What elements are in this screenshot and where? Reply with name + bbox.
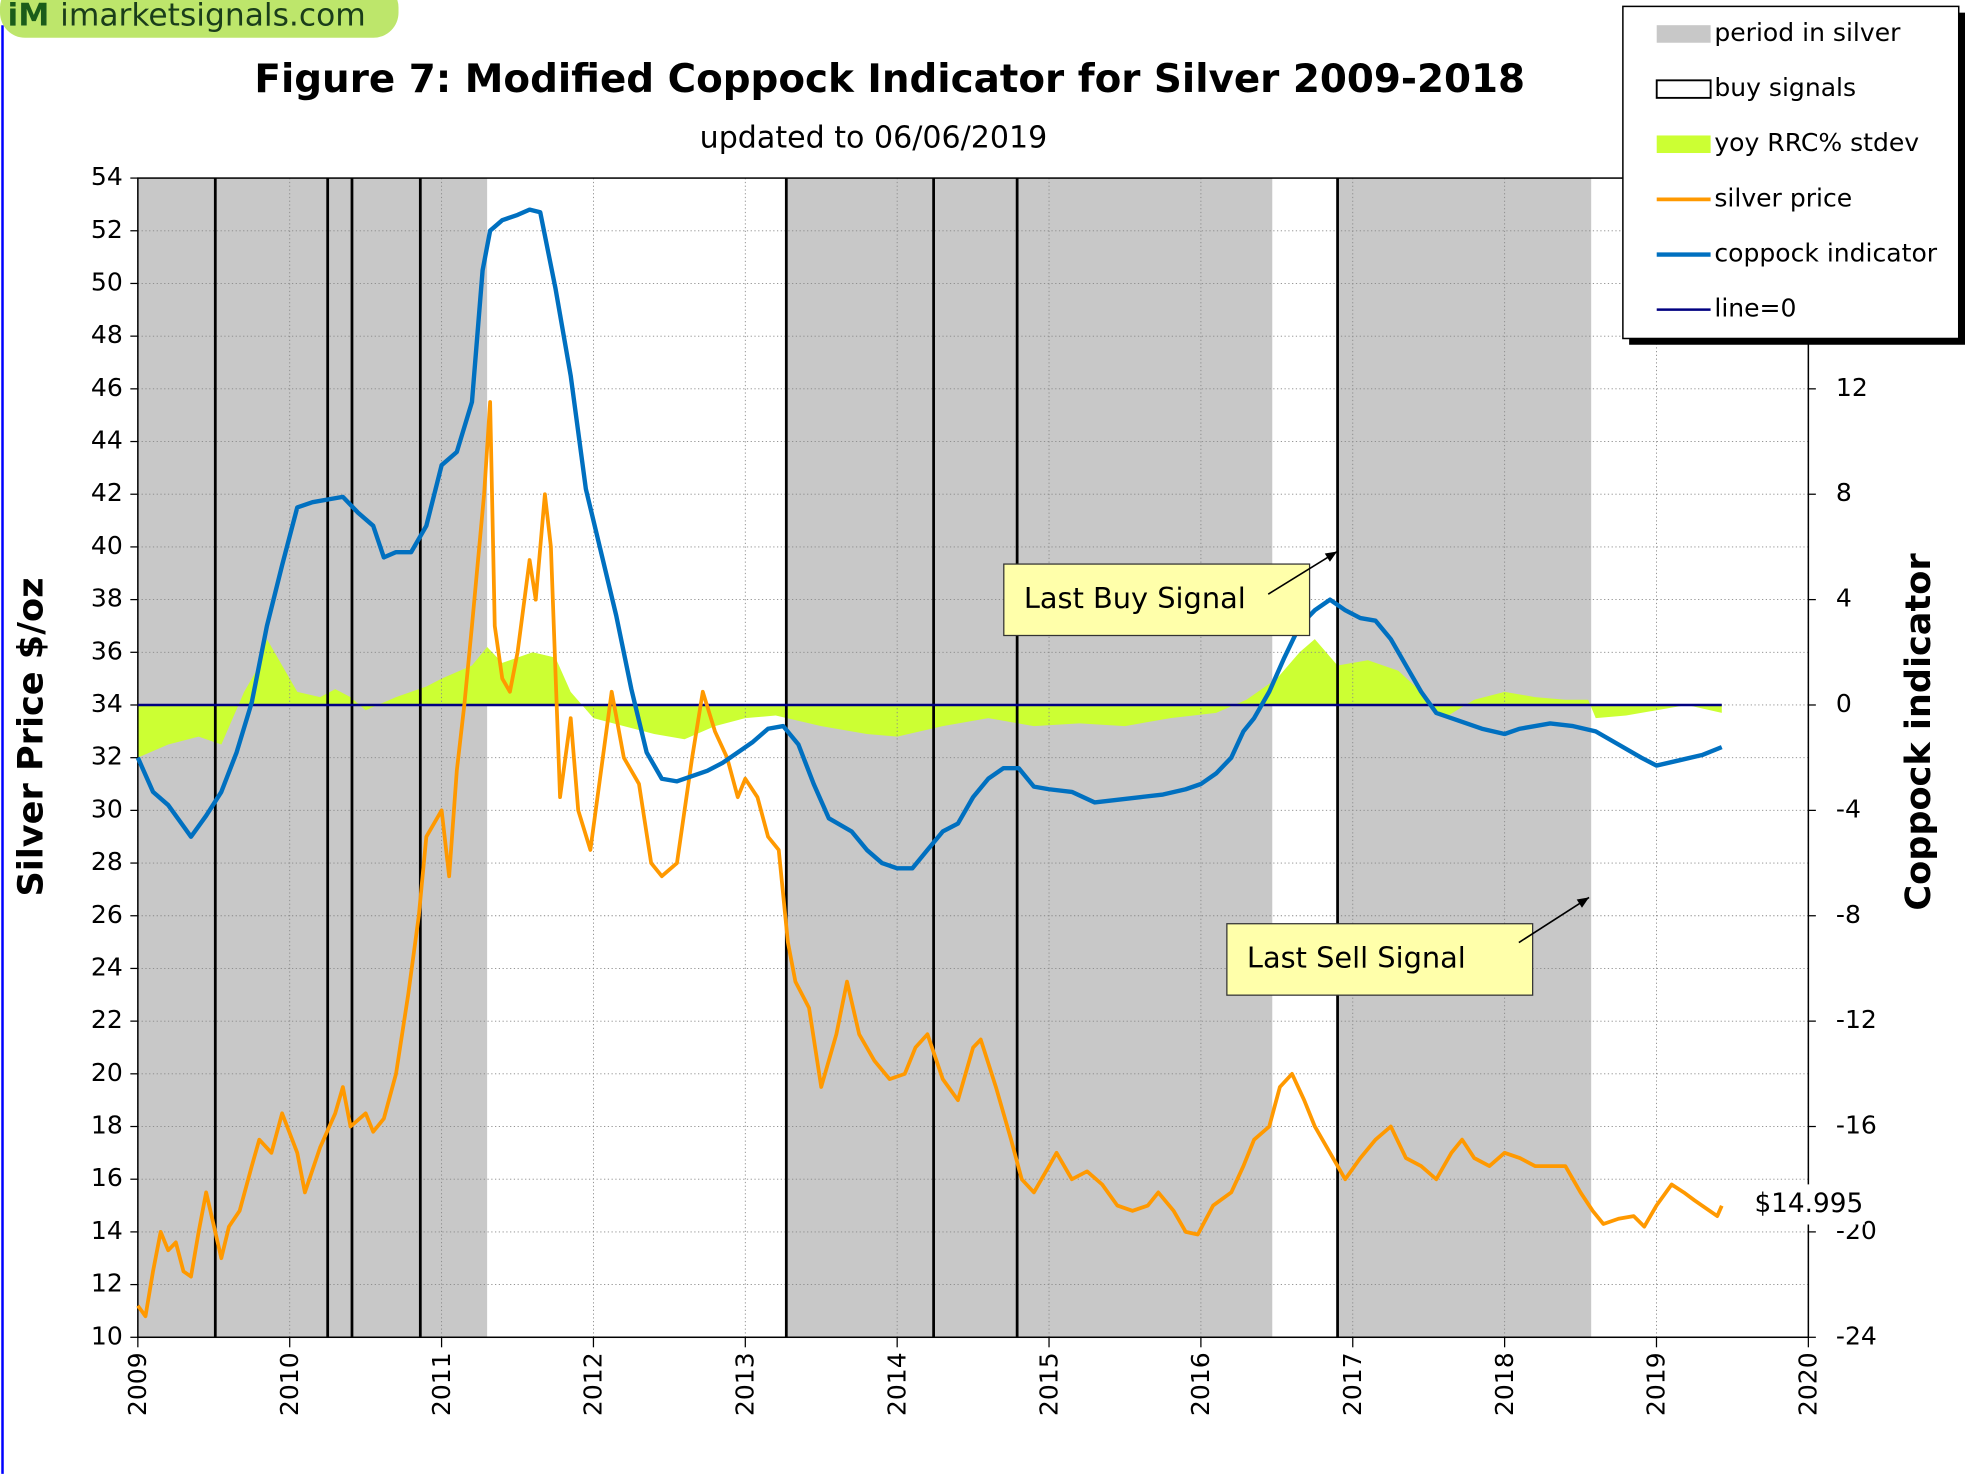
value-label: $14.995 <box>1754 1189 1863 1219</box>
x-tick-label: 2016 <box>1186 1352 1215 1416</box>
y-tick-label: 42 <box>91 478 123 507</box>
legend-label: period in silver <box>1714 18 1901 47</box>
period-span <box>137 178 488 1338</box>
y-tick-label: 46 <box>91 373 123 402</box>
y-tick-label: 40 <box>91 531 123 560</box>
y-tick-label: 28 <box>91 847 123 876</box>
annotation-box <box>1226 923 1534 996</box>
annotation-box <box>1003 563 1311 637</box>
annotation-arrow <box>1518 896 1590 944</box>
y-tick-label: 16 <box>91 1163 123 1192</box>
annotation-arrowhead <box>1576 897 1590 908</box>
y-tick-label: 36 <box>91 636 123 665</box>
x-tick-label: 2017 <box>1338 1352 1367 1416</box>
x-tick-label: 2018 <box>1490 1352 1519 1416</box>
y-tick-label: 26 <box>91 900 123 929</box>
legend-item: period in silver <box>1656 18 1901 47</box>
logo-site: imarketsignals.com <box>60 0 366 33</box>
legend: period in silver buy signals yoy RRC% stde… <box>1622 5 1965 345</box>
x-tick-label: 2010 <box>275 1352 304 1416</box>
y-tick-label: 14 <box>91 1216 123 1245</box>
value-label-bg <box>1744 1184 1865 1225</box>
line-series <box>135 207 1723 871</box>
y2-tick-label: -24 <box>1836 1321 1877 1350</box>
y2-tick-label: -8 <box>1836 900 1861 929</box>
y-tick-label: 54 <box>91 162 123 191</box>
legend-item: line=0 <box>1656 294 1796 323</box>
y2-tick-label: -12 <box>1836 1005 1877 1034</box>
y-tick-label: 18 <box>91 1111 123 1140</box>
y2-tick-label: 0 <box>1836 689 1852 718</box>
legend-swatch <box>1656 25 1711 43</box>
x-tick-label: 2014 <box>882 1352 911 1416</box>
y-tick-label: 38 <box>91 584 123 613</box>
legend-box <box>1622 5 1960 340</box>
y-tick-label: 52 <box>91 215 123 244</box>
legend-swatch <box>1655 79 1712 99</box>
legend-label: buy signals <box>1714 73 1856 102</box>
area-series <box>137 639 1722 758</box>
line-series <box>136 400 1724 1319</box>
logo-mark: iM <box>8 0 50 33</box>
legend-label: coppock indicator <box>1714 239 1937 268</box>
x-tick-label: 2013 <box>731 1352 760 1416</box>
y-tick-label: 22 <box>91 1005 123 1034</box>
y-tick-label: 44 <box>91 426 123 455</box>
x-tick-label: 2011 <box>427 1352 456 1416</box>
y2-axis-label: Coppock indicator <box>1898 553 1939 911</box>
y2-tick-label: 12 <box>1836 373 1868 402</box>
y2-tick-label: 4 <box>1836 584 1852 613</box>
legend-label: silver price <box>1714 183 1852 212</box>
x-tick-label: 2015 <box>1034 1352 1063 1416</box>
x-tick-label: 2019 <box>1642 1352 1671 1416</box>
legend-swatch <box>1656 135 1711 154</box>
y-tick-label: 32 <box>91 742 123 771</box>
x-tick-label: 2012 <box>579 1352 608 1416</box>
annotation-text: Last Buy Signal <box>1024 581 1246 615</box>
annotation-arrowhead <box>1324 551 1338 562</box>
y-axis-label: Silver Price $/oz <box>11 577 52 896</box>
annotation-arrow <box>1267 550 1338 595</box>
y-tick-label: 48 <box>91 320 123 349</box>
logo-badge <box>0 0 399 38</box>
legend-item: silver price <box>1656 183 1852 212</box>
y-tick-label: 24 <box>91 952 123 981</box>
x-tick-label: 2009 <box>123 1352 152 1416</box>
legend-label: line=0 <box>1714 294 1796 323</box>
y-tick-label: 50 <box>91 267 123 296</box>
y-tick-label: 10 <box>91 1321 123 1350</box>
chart-title: Figure 7: Modified Coppock Indicator for… <box>254 57 1525 102</box>
legend-item: buy signals <box>1655 73 1856 102</box>
y-tick-label: 30 <box>91 794 123 823</box>
y-tick-label: 20 <box>91 1058 123 1087</box>
y2-tick-label: -4 <box>1836 794 1861 823</box>
y-tick-label: 34 <box>91 689 123 718</box>
y2-tick-label: 8 <box>1836 478 1852 507</box>
legend-item: coppock indicator <box>1656 239 1938 268</box>
legend-item: yoy RRC% stdev <box>1656 128 1919 157</box>
annotation-text: Last Sell Signal <box>1247 940 1466 974</box>
x-tick-label: 2020 <box>1794 1352 1823 1416</box>
legend-label: yoy RRC% stdev <box>1714 128 1919 157</box>
y-tick-label: 12 <box>91 1269 123 1298</box>
chart-subtitle: updated to 06/06/2019 <box>700 121 1048 156</box>
y2-tick-label: -16 <box>1836 1111 1877 1140</box>
